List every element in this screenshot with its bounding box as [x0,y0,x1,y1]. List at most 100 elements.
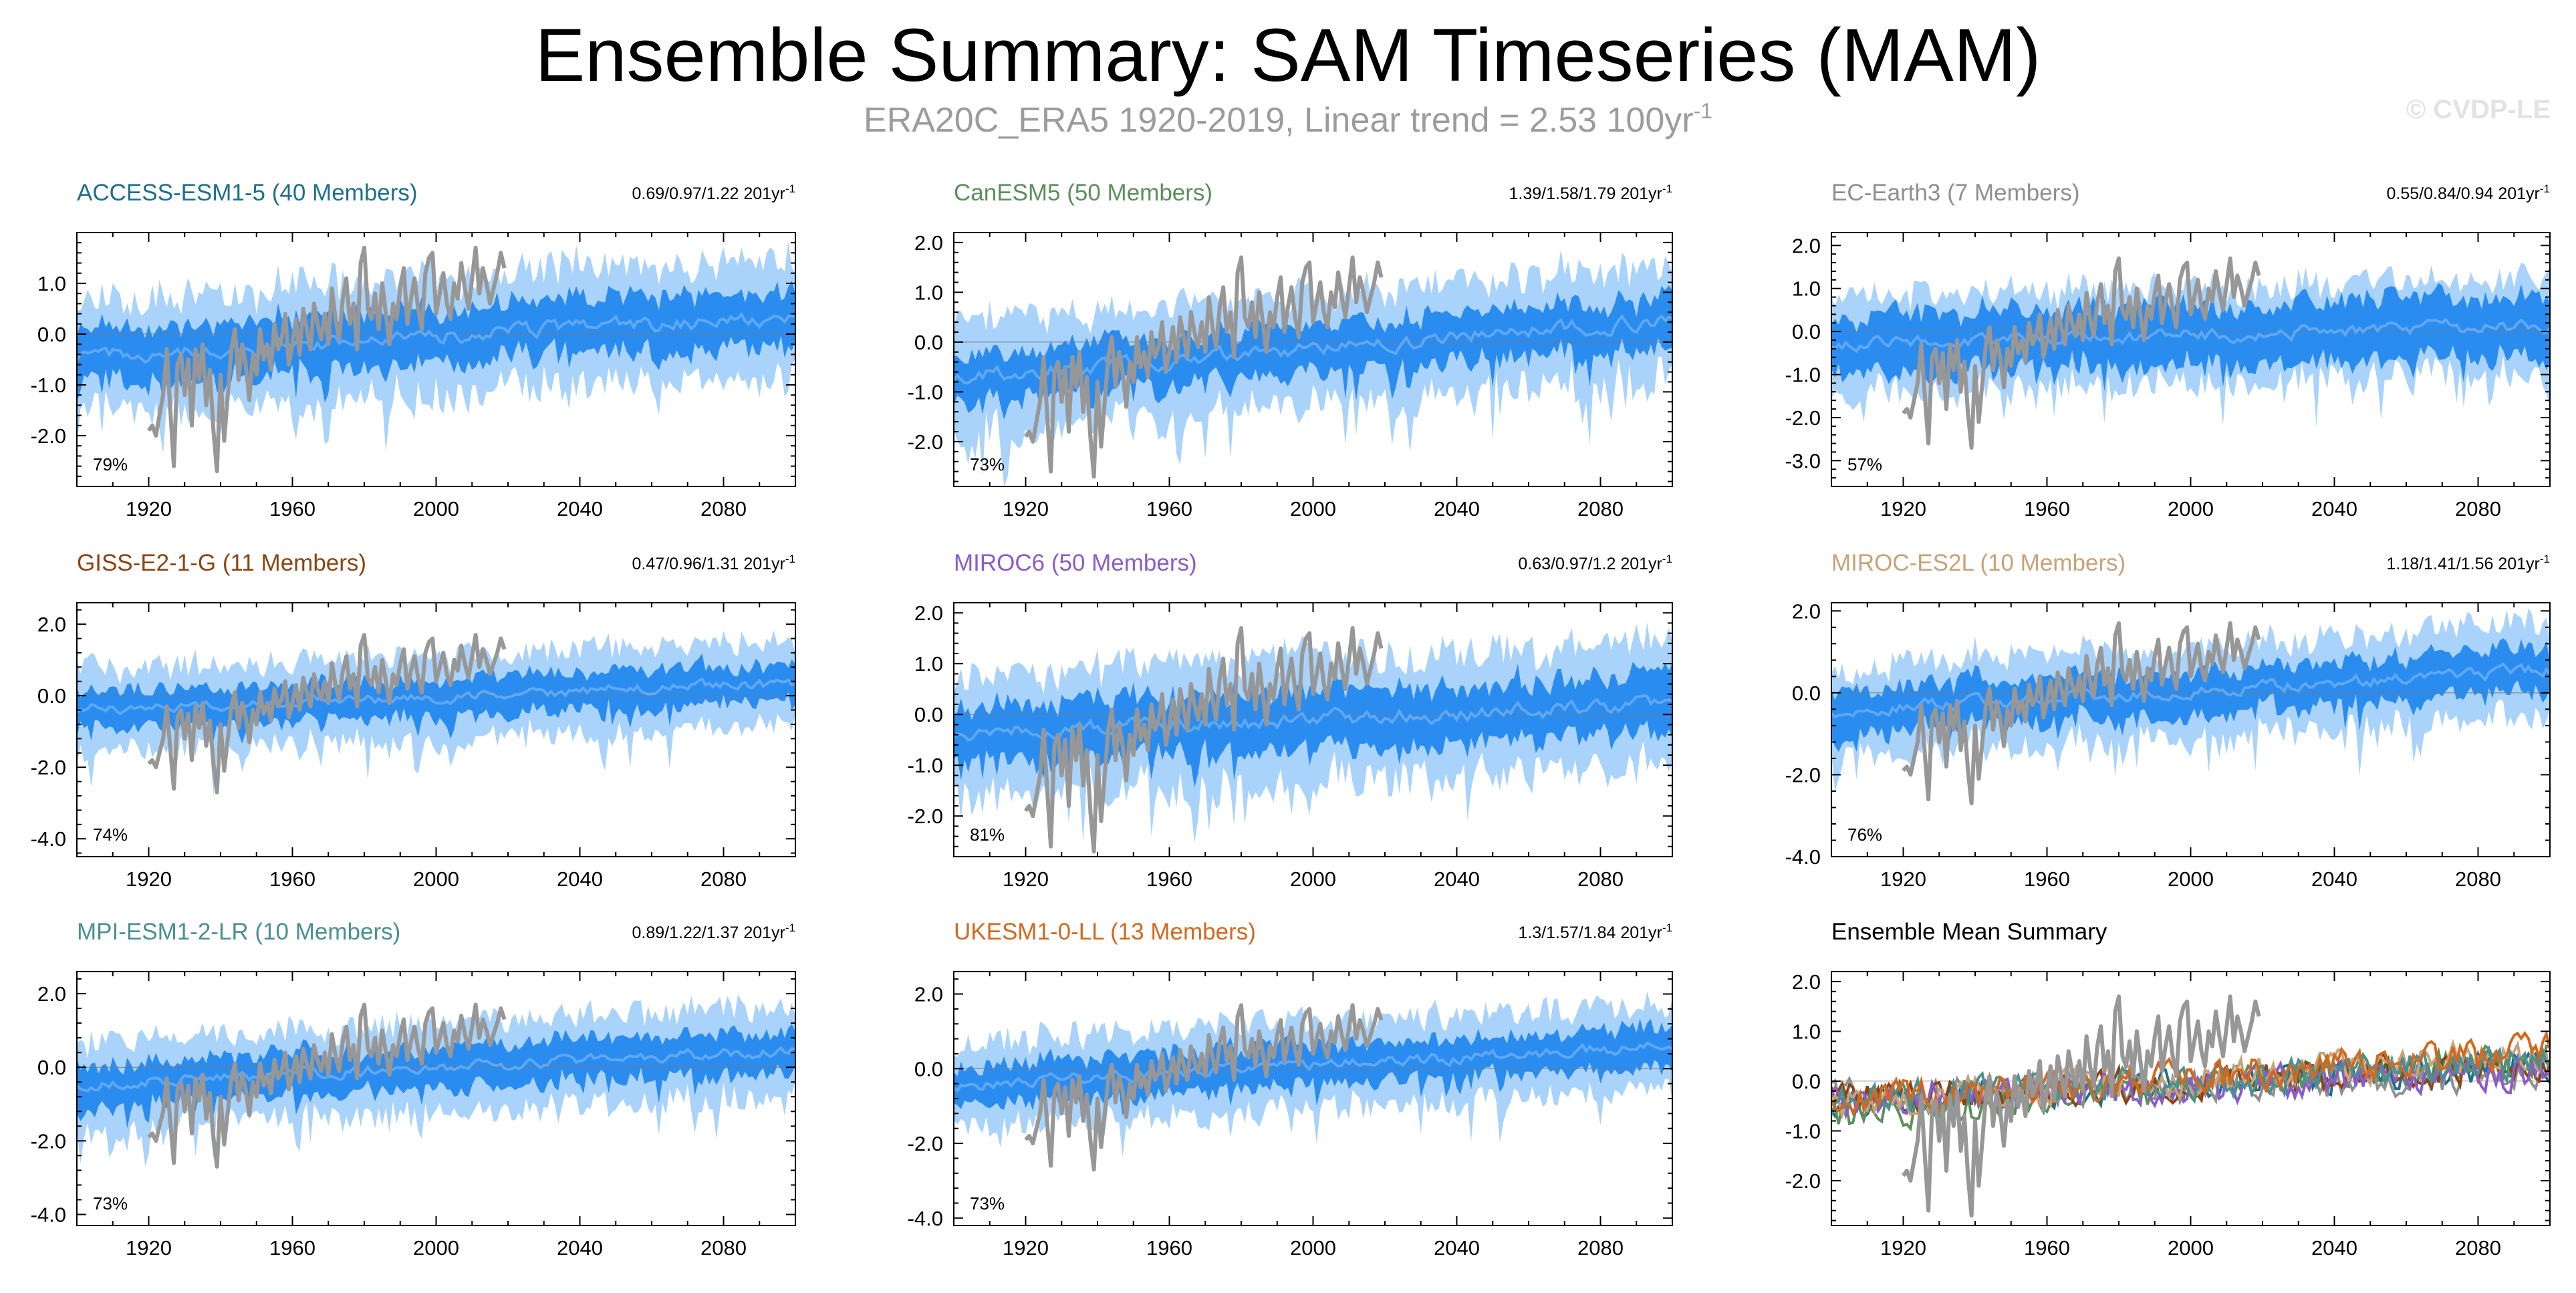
panel-title: GISS-E2-1-G (11 Members) [77,550,367,576]
percent-label: 73% [970,454,1005,474]
observations-line [147,245,507,474]
panel-title: MIROC-ES2L (10 Members) [1831,550,2126,576]
x-tick-label: 1960 [1146,1236,1192,1260]
y-tick-label: -2.0 [31,424,66,448]
ensemble-spread-inner [1831,638,2550,752]
x-tick-label: 2040 [1434,497,1480,521]
chart-panel: EC-Earth3 (7 Members) 0.55/0.84/0.94 201y… [1785,179,2551,533]
y-tick-label: 2.0 [914,601,943,625]
percent-label: 74% [93,825,128,845]
panel-trend-stats: 1.39/1.58/1.79 201yr-1 [1509,182,1672,206]
x-tick-label: 1960 [269,497,315,521]
x-tick-label: 1920 [1880,497,1926,521]
x-tick-label: 1920 [126,1236,172,1260]
y-tick-label: 0.0 [914,1057,943,1081]
panel-trend-stats: 0.69/0.97/1.22 201yr-1 [632,182,795,206]
ensemble-mean-line [954,1041,1672,1093]
trend-stats-text: 1.3/1.57/1.84 201yr [1518,923,1662,942]
chart-panel: CanESM5 (50 Members) 1.39/1.58/1.79 201yr… [908,179,1673,533]
x-tick-label: 2000 [2168,497,2214,521]
y-tick-label: 0.0 [37,1056,66,1079]
y-tick-label: -3.0 [1785,449,1821,472]
x-tick-label: 1960 [1146,867,1192,891]
panel-trend-stats: 1.18/1.41/1.56 201yr-1 [2387,553,2550,577]
x-tick-label: 1920 [1880,867,1926,891]
percent-label: 73% [93,1193,128,1213]
panel-trend-stats: 0.47/0.96/1.31 201yr-1 [632,553,795,577]
x-tick-label: 1960 [269,1236,315,1260]
y-tick-label: 2.0 [1792,234,1821,257]
y-tick-label: -1.0 [1785,1119,1821,1143]
trend-stats-text: 0.69/0.97/1.22 201yr [632,184,785,203]
y-tick-label: 1.0 [914,281,943,304]
observations-line [1902,994,2261,1218]
x-tick-label: 2000 [413,497,459,521]
chart-panel: MIROC6 (50 Members) 0.63/0.97/1.2 201yr-1… [908,549,1673,903]
x-tick-label: 2000 [413,867,459,891]
x-tick-label: 2040 [2311,497,2357,521]
observations-line [147,1002,507,1169]
panel-title: MPI-ESM1-2-LR (10 Members) [77,919,401,945]
plot-area [954,249,1672,486]
x-tick-label: 2040 [2311,867,2357,891]
x-tick-label: 2040 [1434,1236,1480,1260]
y-tick-label: 2.0 [914,983,943,1006]
plot-area [1831,608,2550,806]
observations-line [1024,1003,1384,1172]
x-tick-label: 2000 [1290,867,1336,891]
chart-svg: 1920 1960 2000 2040 2080 2.0 0.0 -2.0 -4.0 73% [908,971,1673,1260]
chart-svg: 1920 1960 2000 2040 2080 2.0 0.0 -2.0 -4.0 74% [31,602,796,891]
panel-trend-stats: 0.89/1.22/1.37 201yr-1 [632,921,795,946]
y-tick-label: -1.0 [908,380,943,404]
chart-panel: GISS-E2-1-G (11 Members) 0.47/0.96/1.31 2… [31,549,796,903]
plot-area [1831,256,2550,450]
ensemble-spread-inner [954,662,1672,788]
x-tick-label: 1920 [1003,867,1049,891]
y-tick-label: -4.0 [31,827,66,851]
trend-stats-text: 1.39/1.58/1.79 201yr [1509,184,1662,203]
x-tick-label: 2000 [1290,1236,1336,1260]
panel-title: UKESM1-0-LL (13 Members) [954,919,1256,945]
chart-panel: UKESM1-0-LL (13 Members) 1.3/1.57/1.84 20… [908,918,1673,1272]
x-tick-label: 2040 [557,867,603,891]
x-tick-label: 1920 [1003,1236,1049,1260]
observations-line [1902,256,2261,450]
x-tick-label: 1960 [2024,1236,2070,1260]
y-tick-label: 2.0 [1792,970,1821,994]
x-tick-label: 1920 [1003,497,1049,521]
panel-title: ACCESS-ESM1-5 (40 Members) [77,180,418,206]
x-tick-label: 2000 [1290,497,1336,521]
trend-stats-text: 0.63/0.97/1.2 201yr [1518,555,1662,573]
y-tick-label: 2.0 [37,613,66,636]
y-tick-label: -2.0 [908,430,943,454]
y-tick-label: -2.0 [908,1132,943,1155]
x-tick-label: 2080 [700,1236,747,1260]
x-tick-label: 2000 [2168,1236,2214,1260]
y-tick-label: -2.0 [31,756,66,779]
percent-label: 73% [970,1193,1005,1213]
trend-stats-exponent: -1 [785,921,795,934]
x-tick-label: 2080 [1577,497,1624,521]
plot-area [77,994,795,1169]
panel-title: EC-Earth3 (7 Members) [1831,180,2080,206]
percent-label: 79% [93,454,128,474]
x-tick-label: 2080 [2455,497,2501,521]
percent-label: 81% [970,825,1005,845]
y-tick-label: 1.0 [37,272,66,295]
trend-stats-exponent: -1 [1662,553,1672,565]
x-tick-label: 2000 [2168,867,2214,891]
page-title: Ensemble Summary: SAM Timeseries (MAM) [535,13,2041,97]
y-tick-label: 1.0 [1792,1020,1821,1043]
ensemble-mean-series [1831,1045,2550,1119]
chart-svg: 1920 1960 2000 2040 2080 2.0 1.0 0.0 -1.0 -2.0 81% [908,601,1673,891]
y-tick-label: 2.0 [1792,599,1821,623]
x-tick-label: 1920 [1880,1236,1926,1260]
ensemble-spread-inner [954,285,1672,420]
observations-line [147,633,507,795]
x-tick-label: 2080 [700,867,747,891]
trend-stats-exponent: -1 [2539,182,2550,195]
x-tick-label: 2080 [700,497,747,521]
subtitle-text: ERA20C_ERA5 1920-2019, Linear trend = 2.… [863,101,1694,140]
y-tick-label: 0.0 [1792,320,1821,343]
y-tick-label: 1.0 [1792,277,1821,301]
